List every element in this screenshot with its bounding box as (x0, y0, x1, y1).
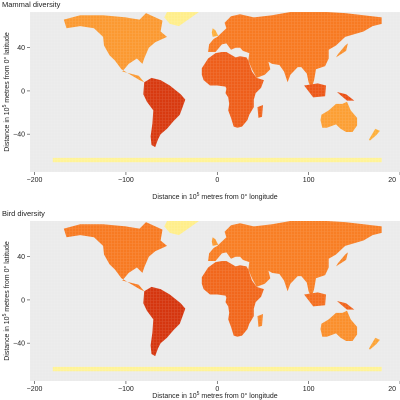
x-tick-label: 100 (303, 386, 315, 393)
x-tick-label: −200 (27, 386, 43, 393)
x-tick-label: 20 (388, 177, 396, 184)
raster-grid-texture (30, 12, 400, 172)
x-tick-label: −100 (118, 386, 134, 393)
x-axis-label: Distance in 105 metres from 0° longitude (152, 391, 278, 400)
y-tick-label: 0 (21, 297, 25, 304)
y-tick-label: 40 (17, 45, 25, 52)
x-axis-ticks: −200 −100 0 100 20 (27, 172, 400, 184)
x-axis-ticks: −200 −100 0 100 20 (27, 381, 400, 393)
bird-diversity-panel: Bird diversity −200 −100 0 100 20 −40 0 40 Dis… (2, 209, 400, 400)
x-tick-label: 100 (303, 177, 315, 184)
y-tick-label: −40 (13, 132, 25, 139)
mammal-diversity-panel: Mammal diversity −200 −100 0 100 20 −40 0 40 D… (2, 0, 400, 201)
x-tick-label: −200 (27, 177, 43, 184)
raster-grid-texture (30, 221, 400, 381)
y-axis-ticks: −40 0 40 (13, 254, 30, 348)
y-axis-label: Distance in 105 metres from 0° latitude (2, 241, 11, 361)
y-tick-label: 0 (21, 88, 25, 95)
y-axis-label: Distance in 105 metres from 0° latitude (2, 32, 11, 152)
y-tick-label: −40 (13, 341, 25, 348)
x-tick-label: 20 (388, 386, 396, 393)
x-tick-label: 0 (215, 386, 219, 393)
y-tick-label: 40 (17, 254, 25, 261)
y-axis-ticks: −40 0 40 (13, 45, 30, 139)
x-tick-label: −100 (118, 177, 134, 184)
x-tick-label: 0 (215, 177, 219, 184)
panel-title: Mammal diversity (2, 0, 61, 9)
x-axis-label: Distance in 105 metres from 0° longitude (152, 192, 278, 201)
panel-title: Bird diversity (2, 209, 45, 218)
